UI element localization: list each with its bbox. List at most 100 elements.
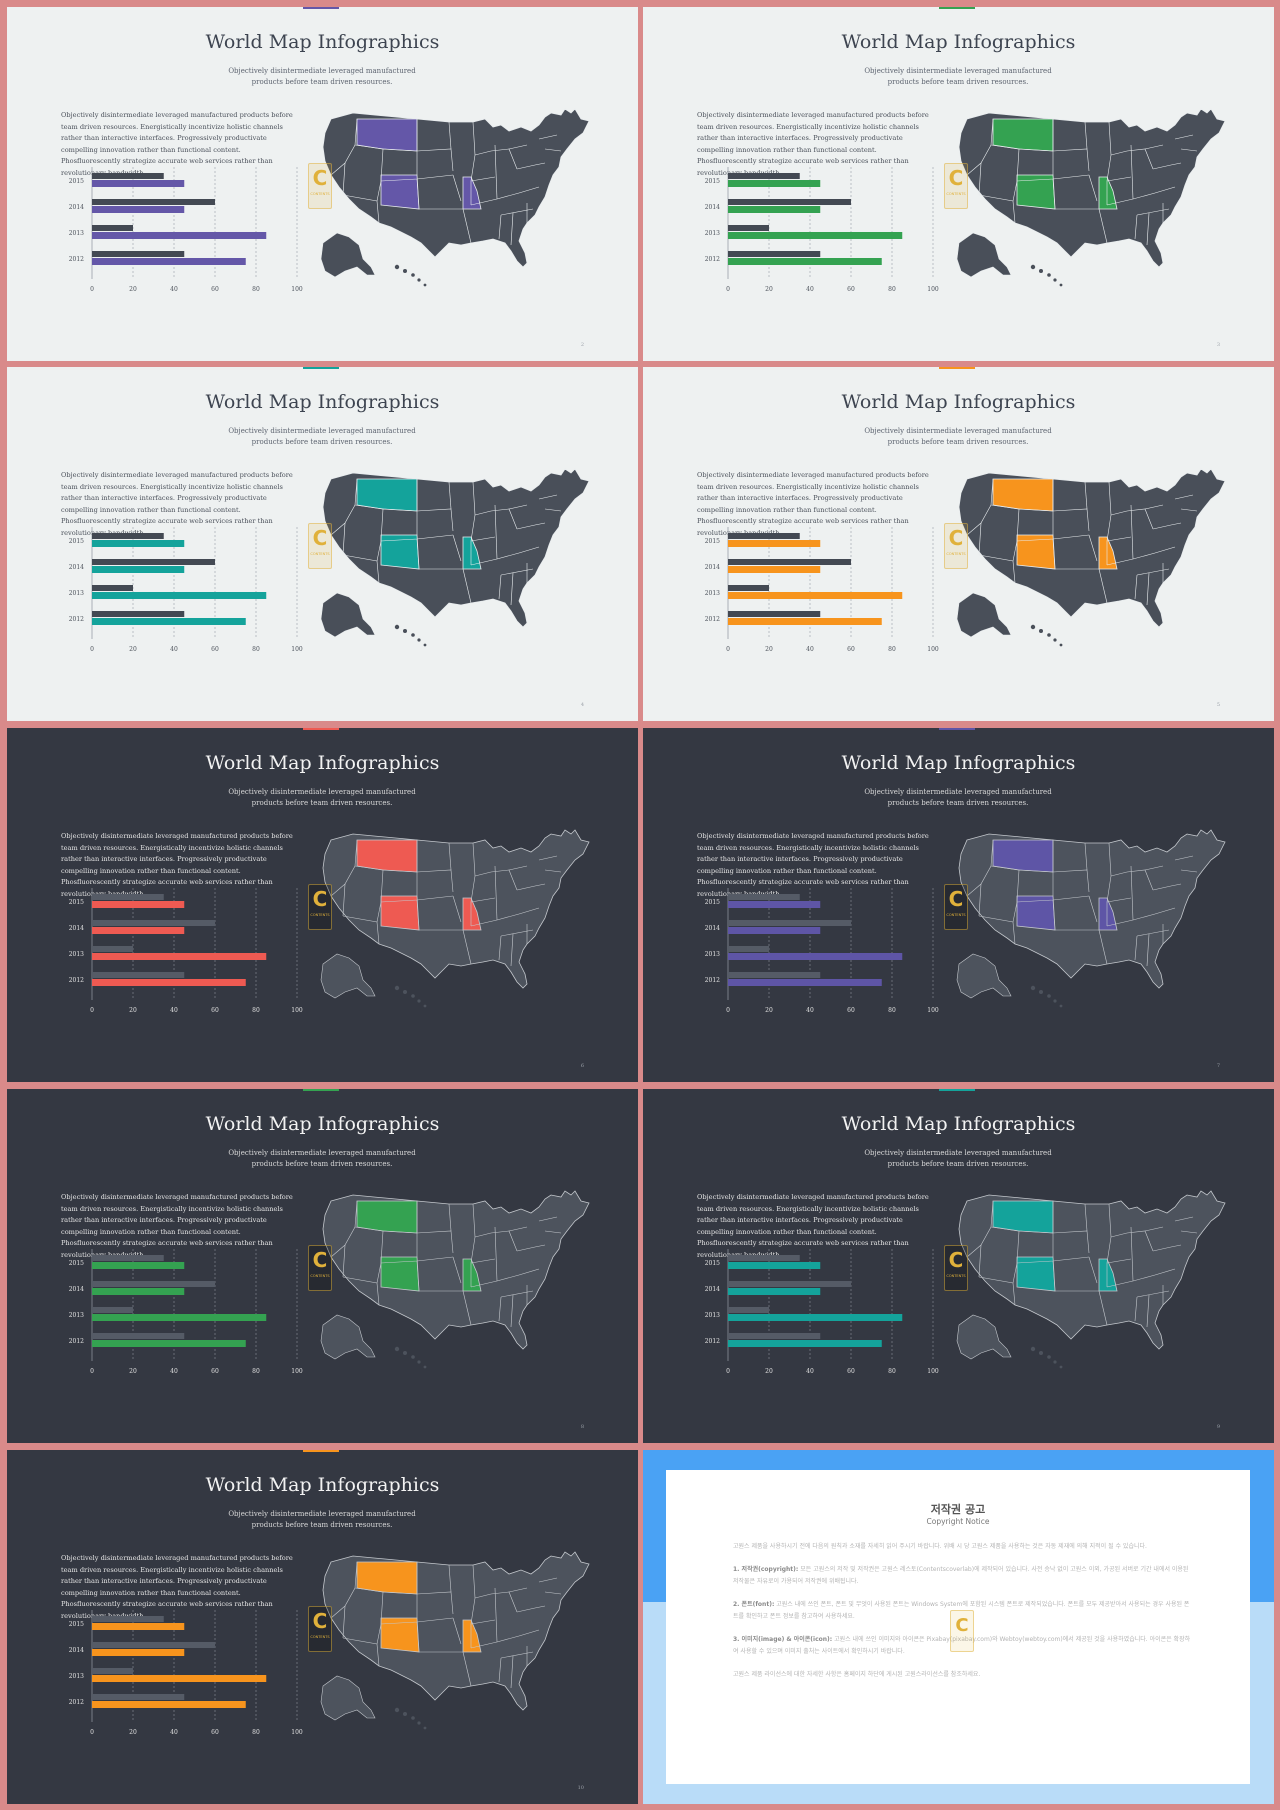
state-border [1088,1256,1098,1284]
x-tick-label: 0 [726,646,730,653]
bar-series-1 [92,1281,215,1287]
state-border [1136,208,1170,216]
alaska-shape [956,953,1012,999]
bar-series-2 [728,180,821,187]
state-border [416,899,420,931]
bar-series-1 [728,920,851,926]
bar-series-2 [92,566,185,573]
contents-logo: C CONTENTS [308,1245,332,1291]
state-border [1170,522,1182,526]
contents-logo: C CONTENTS [944,1245,968,1291]
hawaii-island [403,1351,407,1355]
accent-bar [303,7,339,9]
copyright-body: 고원스 제품을 사용하시기 전에 다음의 원칙과 소재를 자세히 읽어 주시기 … [733,1541,1191,1691]
highlighted-state [356,839,418,873]
bar-series-2 [92,618,246,625]
x-tick-label: 20 [129,646,137,653]
logo-text: CONTENTS [310,913,330,917]
hawaii-island [1039,990,1043,994]
slide-subtitle: Objectively disintermediate leveraged ma… [228,427,416,446]
section-text: 고원스 내에 쓰인 이미지와 아이콘은 Pixabay(pixabay.com)… [733,1635,1191,1656]
bar-series-1 [92,1307,133,1313]
chart-container: 0 20 40 60 80 100 2015 2014 2013 2012 [51,886,321,1046]
hawaii-island [1047,273,1051,277]
logo-text: CONTENTS [310,192,330,196]
state-border [508,144,528,150]
slide-body-text: Objectively disintermediate leveraged ma… [61,832,293,898]
accent-bar [939,1089,975,1091]
state-border [1146,572,1150,606]
hawaii-island [394,1707,400,1713]
state-border [1130,144,1134,200]
hawaii-island [1047,633,1051,637]
chart-container: 0 20 40 60 80 100 2015 2014 2013 2012 [687,165,957,325]
x-tick-label: 80 [252,1368,260,1375]
slide-title: World Map Infographics [205,1113,440,1135]
state-border [1132,1274,1156,1282]
state-border [1098,929,1108,965]
state-border [518,1629,540,1637]
slide-title: World Map Infographics [205,1474,440,1496]
state-border [1136,1290,1170,1298]
x-tick-label: 20 [129,286,137,293]
bar-chart: 0 20 40 60 80 100 2015 2014 2013 2012 [705,888,939,1014]
bar-series-2 [92,1288,185,1295]
bar-series-2 [728,618,882,625]
category-label: 2013 [705,230,720,237]
state-border [498,1296,502,1322]
state-border [330,118,358,176]
state-border [1180,1230,1198,1234]
state-border [494,144,498,200]
map-container [949,105,1231,303]
bar-series-1 [728,585,769,591]
state-border [1130,1226,1134,1282]
state-border [508,1587,528,1593]
x-tick-label: 100 [291,646,303,653]
slide: World Map Infographics Objectively disint… [7,367,638,721]
slide: World Map Infographics Objectively disint… [643,728,1274,1082]
page-number: 2 [580,342,584,348]
map-container [949,1187,1231,1385]
bar-series-2 [92,1314,267,1321]
state-border [1098,1290,1108,1326]
state-border [500,208,534,216]
bar-series-1 [728,199,851,205]
category-label: 2012 [705,977,720,984]
category-label: 2015 [705,899,720,906]
state-border [474,510,492,516]
bar-chart: 0 20 40 60 80 100 2015 2014 2013 2012 [69,1610,303,1736]
x-tick-label: 40 [170,646,178,653]
x-tick-label: 0 [90,1729,94,1736]
state-border [1052,538,1056,570]
state-border [470,1619,496,1625]
state-border [494,865,498,921]
category-label: 2014 [705,564,720,571]
bar-series-2 [92,1649,185,1656]
state-border [978,883,982,917]
bar-series-2 [92,1701,246,1708]
logo-letter: C [312,1248,328,1272]
state-border [1052,899,1056,931]
map-container [949,465,1231,663]
us-map [320,468,590,647]
x-tick-label: 40 [170,1729,178,1736]
bar-series-2 [728,901,821,908]
bar-chart: 0 20 40 60 80 100 2015 2014 2013 2012 [705,1249,939,1375]
category-label: 2014 [69,1286,84,1293]
section-text: 모든 고원스의 저작 및 저작권은 고원스 레스토(Contentscoverl… [733,1565,1189,1586]
x-tick-label: 20 [129,1729,137,1736]
state-border [1154,907,1176,915]
state-border [1084,481,1088,510]
category-label: 2015 [69,899,84,906]
bar-series-2 [92,232,267,239]
bar-series-1 [728,225,769,231]
state-border [474,150,492,156]
state-border [966,118,994,176]
highlighted-state [462,897,482,931]
page-number: 9 [1216,1424,1220,1430]
x-tick-label: 80 [252,1007,260,1014]
page-number: 10 [577,1785,584,1791]
category-label: 2014 [69,204,84,211]
slide: World Map Infographics Objectively disint… [643,1089,1274,1443]
bar-series-2 [92,927,185,934]
